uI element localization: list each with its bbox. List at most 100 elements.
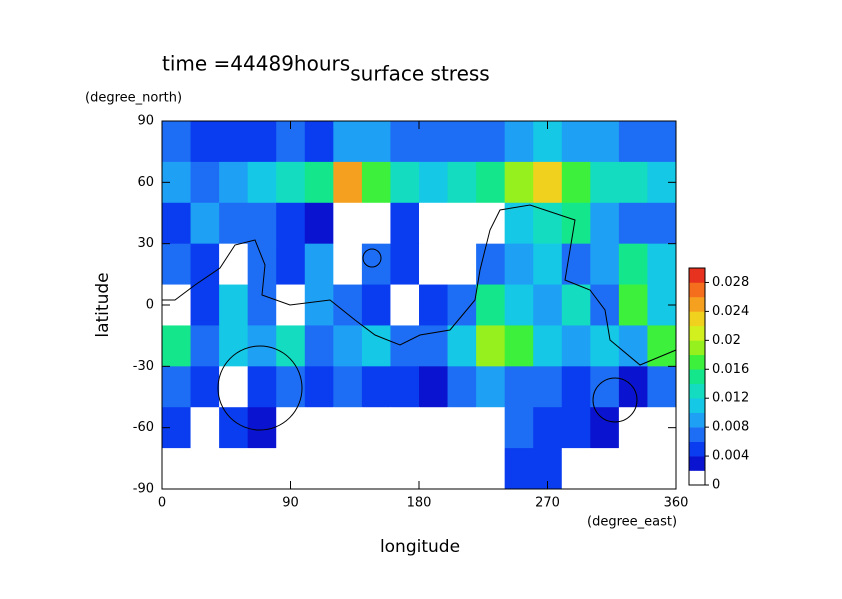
colorbar-swatch: [689, 441, 705, 457]
cell: [390, 243, 420, 286]
cell: [304, 448, 334, 490]
colorbar-tick-label: 0.012: [712, 391, 749, 406]
y-tick-label: 90: [137, 114, 154, 129]
cell: [647, 243, 677, 286]
cell: [162, 325, 192, 367]
field: [162, 121, 677, 490]
cell: [447, 366, 477, 408]
cell: [504, 202, 534, 245]
colorbar-swatch: [689, 470, 705, 486]
cell: [276, 243, 306, 286]
cell: [447, 202, 477, 245]
cell: [647, 448, 677, 490]
coastline: [362, 248, 382, 268]
cell: [333, 407, 363, 449]
cell: [304, 161, 334, 204]
cell: [618, 161, 648, 204]
cell: [618, 202, 648, 245]
cell: [304, 284, 334, 326]
cell: [618, 407, 648, 449]
cell: [190, 121, 220, 163]
y-tick-label: 0: [146, 298, 154, 313]
cell: [476, 407, 506, 449]
cell: [590, 161, 620, 204]
colorbar-tick-label: 0.024: [712, 304, 749, 319]
cell: [304, 243, 334, 286]
cell: [476, 448, 506, 490]
colorbar-swatch: [689, 383, 705, 399]
cell: [219, 448, 249, 490]
cell: [190, 407, 220, 449]
x-axis-label: longitude: [380, 537, 460, 557]
colorbar-swatch: [689, 456, 705, 471]
cell: [590, 325, 620, 367]
y-tick-label: -60: [133, 420, 154, 435]
cell: [504, 243, 534, 286]
cell: [276, 325, 306, 367]
cell: [590, 407, 620, 449]
cell: [533, 161, 563, 204]
cell: [447, 243, 477, 286]
cell: [504, 325, 534, 367]
colorbar-swatch: [689, 282, 705, 298]
cell: [419, 325, 449, 367]
colorbar-tick-label: 0.028: [712, 275, 749, 290]
colorbar-swatch: [689, 369, 705, 385]
cell: [504, 407, 534, 449]
colorbar-swatch: [689, 354, 705, 370]
cell: [419, 121, 449, 163]
coastline: [217, 345, 303, 431]
cell: [647, 121, 677, 163]
cell: [618, 243, 648, 286]
cell: [162, 121, 192, 163]
cell: [190, 366, 220, 408]
cell: [647, 202, 677, 245]
cell: [561, 448, 591, 490]
cell: [533, 243, 563, 286]
cell: [333, 284, 363, 326]
y-tick-label: 60: [137, 175, 154, 190]
cell: [333, 121, 363, 163]
cell: [219, 366, 249, 408]
cell: [162, 202, 192, 245]
cell: [504, 448, 534, 490]
cell: [476, 243, 506, 286]
cell: [390, 161, 420, 204]
cell: [419, 243, 449, 286]
cell: [304, 407, 334, 449]
colorbar-swatch: [689, 311, 705, 327]
cell: [162, 366, 192, 408]
colorbar-tick-label: 0.016: [712, 362, 749, 377]
cell: [561, 121, 591, 163]
cell: [190, 202, 220, 245]
cell: [304, 366, 334, 408]
coastline: [592, 377, 638, 423]
cell: [333, 243, 363, 286]
cell: [533, 284, 563, 326]
coastlines: [162, 204, 677, 431]
cell: [447, 325, 477, 367]
cell: [419, 202, 449, 245]
cell: [504, 161, 534, 204]
cell: [504, 121, 534, 163]
cell: [476, 202, 506, 245]
cell: [419, 448, 449, 490]
cell: [618, 325, 648, 367]
cell: [561, 202, 591, 245]
cell: [190, 325, 220, 367]
colorbar-swatch: [689, 412, 705, 428]
y-axis-label: latitude: [93, 272, 113, 337]
subtitle: time =44489hours: [162, 52, 350, 76]
cell: [447, 407, 477, 449]
cell: [361, 325, 391, 367]
cell: [247, 366, 277, 408]
cell: [504, 366, 534, 408]
cell: [390, 284, 420, 326]
cell: [190, 284, 220, 326]
cell: [533, 366, 563, 408]
colorbar-tick-label: 0: [712, 478, 720, 493]
cell: [333, 366, 363, 408]
cell: [276, 202, 306, 245]
x-units: (degree_east): [587, 515, 677, 530]
cell: [219, 284, 249, 326]
